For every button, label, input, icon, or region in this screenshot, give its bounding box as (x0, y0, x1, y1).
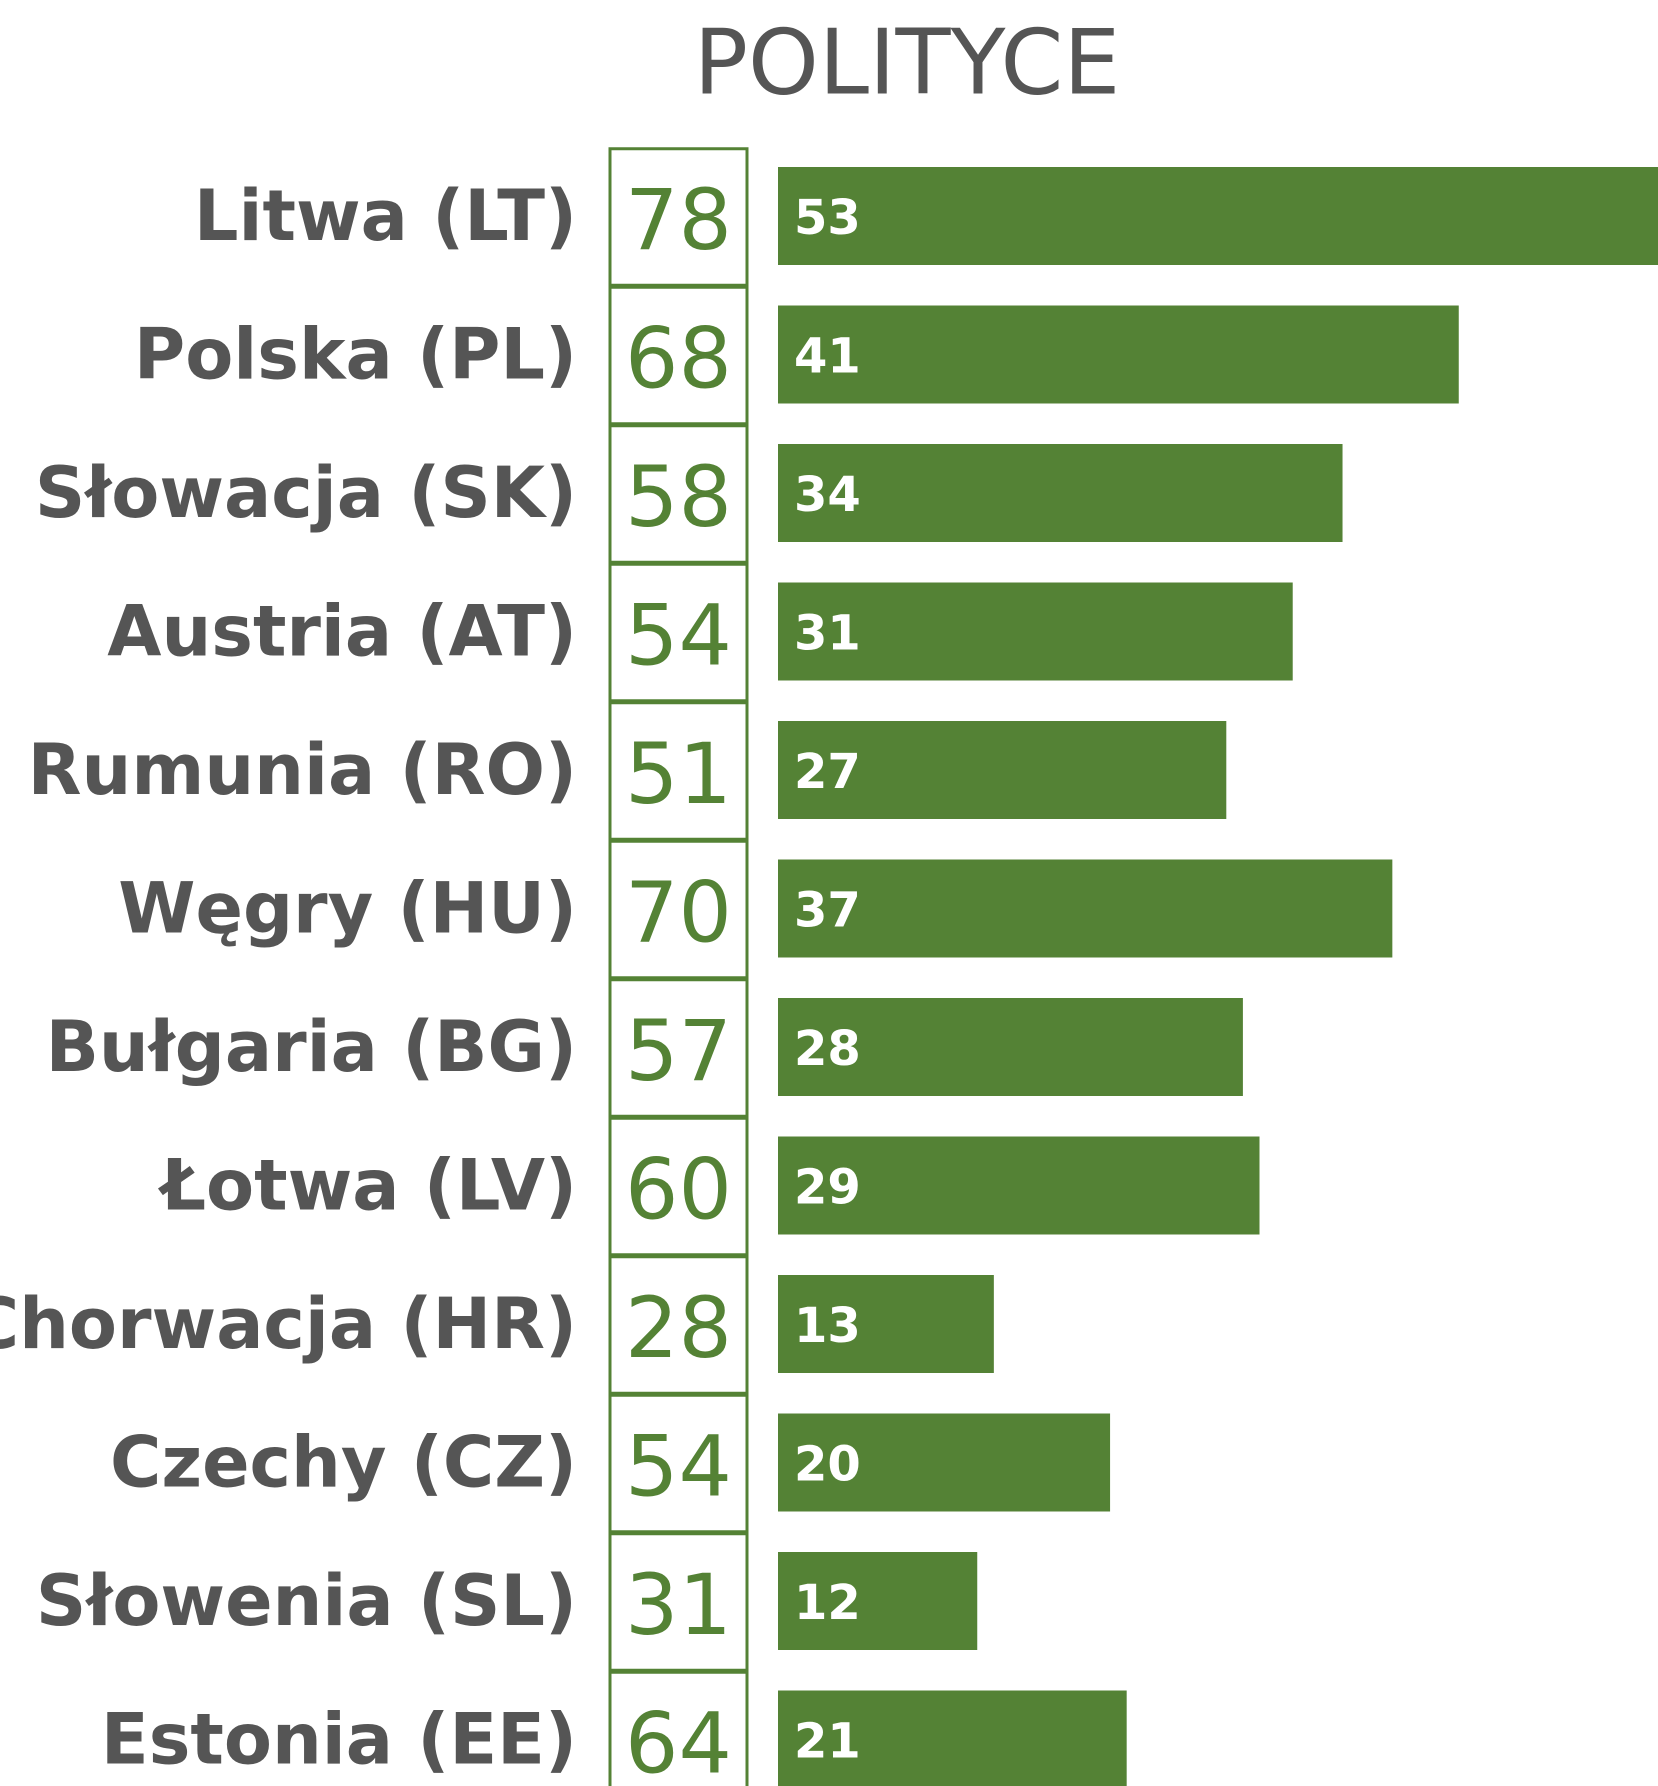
bar (778, 1413, 1111, 1512)
value-box (608, 1393, 749, 1534)
box-value: 51 (625, 725, 732, 823)
value-box (608, 147, 749, 287)
category-label: Czechy (CZ) (110, 1422, 577, 1504)
category-label: Słowenia (SL) (36, 1560, 577, 1642)
value-box (608, 1255, 749, 1395)
bar (778, 998, 1243, 1096)
value-box (608, 424, 749, 564)
category-label: Chorwacja (HR) (0, 1283, 577, 1365)
bar (778, 582, 1293, 681)
bar-label: 31 (794, 606, 861, 662)
category-label: Rumunia (RO) (28, 729, 577, 811)
box-value: 58 (625, 448, 732, 546)
bar-label: 20 (794, 1437, 861, 1493)
value-box (608, 701, 749, 841)
box-value: 70 (625, 864, 732, 962)
bar-label: 21 (794, 1714, 861, 1770)
box-value: 57 (625, 1002, 732, 1100)
bar-label: 12 (794, 1575, 861, 1631)
category-label: Łotwa (LV) (157, 1145, 577, 1227)
category-label: Bułgaria (BG) (46, 1006, 577, 1088)
value-box (608, 978, 749, 1118)
box-value: 54 (625, 587, 732, 685)
value-box (608, 285, 749, 426)
chart-title: POLITYCE (694, 11, 1121, 116)
category-label: Estonia (EE) (101, 1699, 577, 1781)
box-value: 28 (625, 1279, 732, 1377)
value-box (608, 839, 749, 980)
box-value: 31 (625, 1556, 732, 1654)
bar-label: 34 (794, 467, 861, 523)
category-label: Węgry (HU) (118, 868, 577, 950)
bar (778, 167, 1658, 265)
bar (778, 305, 1459, 404)
bar-label: 27 (794, 744, 861, 800)
bar-label: 29 (794, 1160, 861, 1216)
bar-label: 13 (794, 1298, 861, 1354)
bar (778, 1690, 1127, 1786)
bar (778, 1552, 978, 1650)
value-box (608, 1532, 749, 1672)
bar (778, 1136, 1260, 1235)
bar-label: 28 (794, 1021, 861, 1077)
value-box (608, 1116, 749, 1257)
box-value: 64 (625, 1695, 732, 1786)
box-value: 78 (625, 171, 732, 269)
bar-label: 53 (794, 190, 861, 246)
bar-label: 41 (794, 329, 861, 385)
category-label: Słowacja (SK) (35, 452, 577, 534)
bar-label: 37 (794, 883, 861, 939)
value-box (608, 562, 749, 703)
box-value: 54 (625, 1418, 732, 1516)
bar (778, 721, 1227, 819)
box-value: 60 (625, 1141, 732, 1239)
bar (778, 444, 1343, 542)
category-label: Litwa (LT) (194, 175, 577, 257)
bar (778, 859, 1393, 958)
box-value: 68 (625, 310, 732, 408)
bar (778, 1275, 994, 1373)
value-box (608, 1670, 749, 1786)
category-label: Polska (PL) (134, 314, 577, 396)
category-label: Austria (AT) (107, 591, 577, 673)
